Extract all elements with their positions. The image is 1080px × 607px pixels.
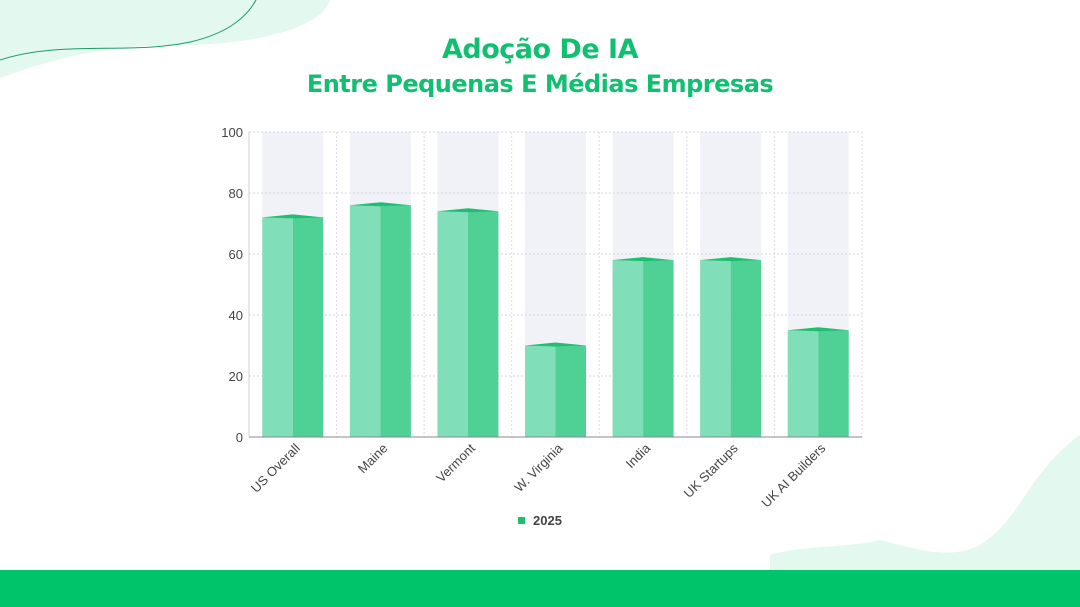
y-tick-label: 80 — [229, 186, 243, 201]
x-tick-label: W. Virginia — [511, 440, 566, 495]
x-tick-label: US Overall — [248, 440, 303, 495]
bar-top — [700, 257, 762, 262]
footer-bar — [0, 570, 1080, 607]
chart-subtitle: Entre Pequenas E Médias Empresas — [306, 70, 774, 98]
x-tick-label: India — [623, 440, 654, 471]
y-tick-label: 20 — [229, 369, 243, 384]
bar-top — [525, 342, 586, 347]
chart-title: Adoção De IA — [441, 34, 639, 65]
bar-side — [818, 330, 849, 437]
bar-front — [787, 330, 819, 437]
bar-top — [787, 327, 849, 332]
x-tick-label: Vermont — [433, 440, 478, 485]
bar-side — [555, 345, 586, 437]
x-tick-label: UK AI Builders — [758, 440, 828, 510]
legend: 2025 — [0, 513, 1080, 528]
bar-front — [525, 345, 556, 437]
bar-front — [437, 211, 468, 437]
bar-front — [700, 260, 731, 437]
y-tick-label: 100 — [221, 125, 243, 140]
bar-side — [643, 260, 674, 437]
bar-side — [380, 205, 411, 437]
bar-top — [262, 214, 324, 219]
bar-top — [437, 208, 499, 213]
y-tick-label: 0 — [236, 430, 243, 445]
x-tick-label: Maine — [355, 441, 391, 477]
y-tick-label: 60 — [229, 247, 243, 262]
bar-side — [292, 217, 324, 437]
bar-side — [467, 211, 499, 437]
bar-top — [349, 202, 411, 207]
legend-label: 2025 — [533, 513, 562, 528]
bar-front — [262, 217, 293, 437]
bar-front — [349, 205, 381, 437]
bar-side — [730, 260, 762, 437]
legend-swatch — [518, 517, 526, 524]
bar-front — [612, 260, 644, 437]
x-tick-label: UK Startups — [681, 440, 742, 501]
bar-top — [612, 257, 674, 262]
y-tick-label: 40 — [229, 308, 243, 323]
